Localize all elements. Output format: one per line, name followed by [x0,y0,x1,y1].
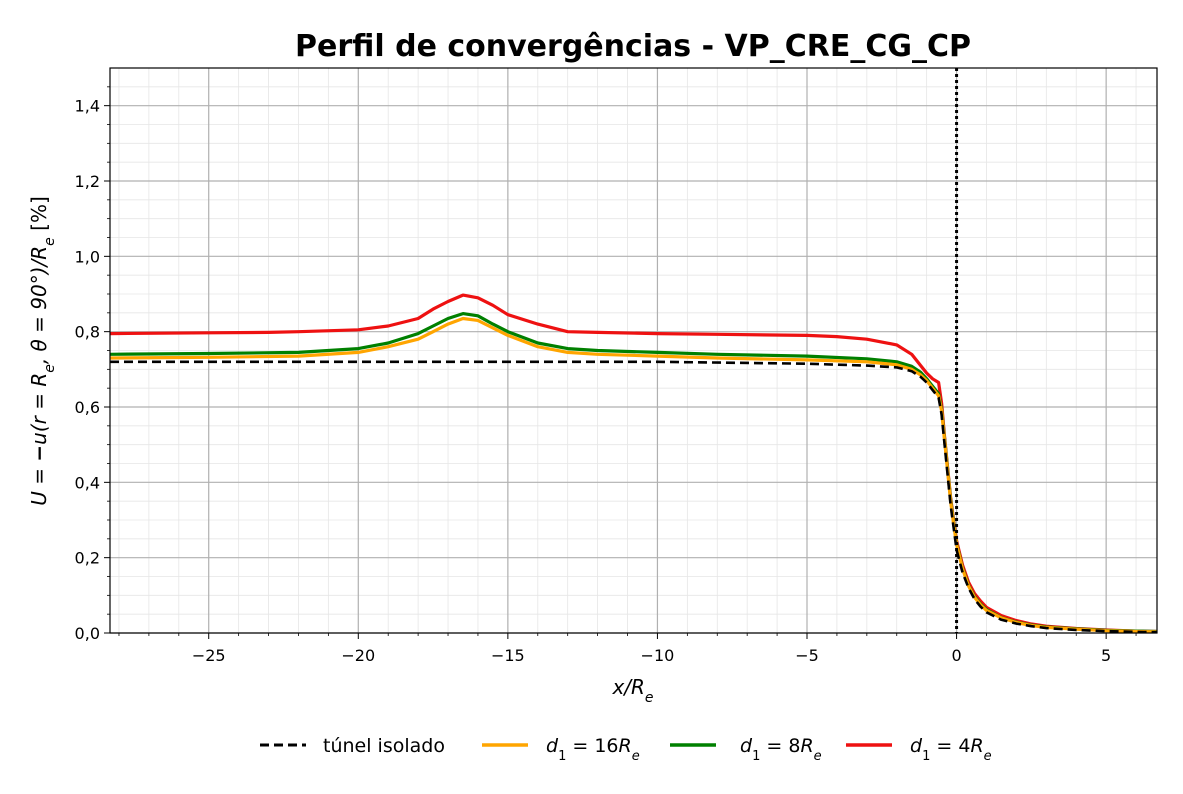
series-layer [109,293,1158,634]
y-tick-label: 1,2 [75,172,100,191]
legend-item-d1-16re: d1 = 16Re [482,735,640,764]
series-line-0 [110,360,1158,634]
series-line-1 [109,316,1158,634]
x-tick-label: −10 [641,646,675,665]
x-tick-label: −20 [341,646,375,665]
series-line-3 [109,293,1158,634]
legend-label-tunel-isolado: túnel isolado [323,735,445,757]
y-tick-label: 0,8 [75,323,100,342]
y-tick-label: 0,4 [75,473,100,492]
legend-label-d1-16re: d1 = 16Re [546,735,640,764]
chart-title: Perfil de convergências - VP_CRE_CG_CP [295,29,971,64]
y-tick-label: 0,2 [75,549,100,568]
x-tick-label: −5 [795,646,819,665]
x-tick-label: 0 [951,646,961,665]
x-axis-label: x/Re [611,675,653,706]
x-tick-labels: −25 −20 −15 −10 −5 0 5 [192,646,1111,665]
y-axis-label: U = −u(r = Re, θ = 90°)/Re [%] [27,196,58,506]
y-tick-label: 0,6 [75,398,100,417]
legend: túnel isolado d1 = 16Re d1 = 8Re d1 = 4R… [260,735,992,764]
x-tick-label: −15 [491,646,525,665]
y-tick-label: 1,0 [75,247,100,266]
y-tick-label: 1,4 [75,97,100,116]
legend-item-d1-8re: d1 = 8Re [670,735,822,764]
x-tick-label: 5 [1101,646,1111,665]
axis-ticks [104,86,1137,639]
minor-grid [110,68,1157,633]
x-tick-label: −25 [192,646,226,665]
legend-item-d1-4re: d1 = 4Re [846,735,992,764]
y-tick-labels: 0,0 0,2 0,4 0,6 0,8 1,0 1,2 1,4 [75,97,100,643]
legend-label-d1-4re: d1 = 4Re [910,735,992,764]
plot-area [104,67,1158,639]
legend-label-d1-8re: d1 = 8Re [740,735,822,764]
legend-item-tunel-isolado: túnel isolado [260,735,445,757]
y-tick-label: 0,0 [75,624,100,643]
